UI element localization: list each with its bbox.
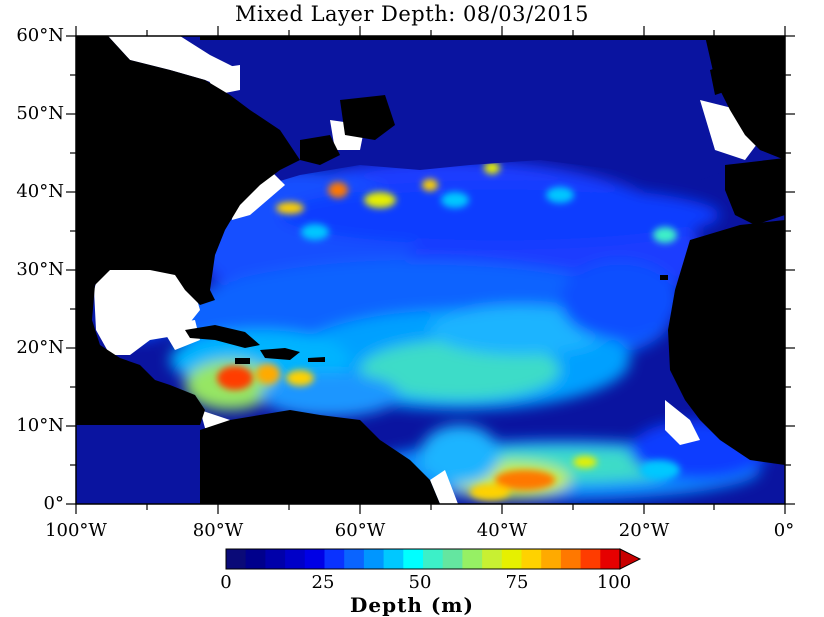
lon-label-0: 0° <box>773 520 795 541</box>
colorbar-cell <box>285 549 306 569</box>
cuba-island <box>185 325 260 348</box>
colorbar-cell <box>304 549 325 569</box>
colorbar-cell <box>442 549 463 569</box>
lon-label-80w: 80°W <box>192 520 244 541</box>
lat-label-0: 0° <box>43 493 64 514</box>
colorbar-cell <box>482 549 503 569</box>
iberia-land <box>725 158 785 225</box>
colorbar-overflow-arrow <box>619 548 642 570</box>
axis-ticks <box>66 26 795 514</box>
colorbar-tick-75: 75 <box>505 572 529 593</box>
canary-islands <box>660 275 668 280</box>
colorbar-cell <box>403 549 424 569</box>
lat-label-10n: 10°N <box>16 415 64 436</box>
colorbar-cell <box>265 549 286 569</box>
newfoundland-land <box>340 95 395 140</box>
colorbar-cell <box>462 549 483 569</box>
lat-label-40n: 40°N <box>16 181 64 202</box>
greenland-land <box>200 36 720 40</box>
hispaniola-island <box>260 348 300 360</box>
lat-label-20n: 20°N <box>16 337 64 358</box>
lat-label-50n: 50°N <box>16 103 64 124</box>
colorbar-cell <box>600 549 621 569</box>
puerto-rico-island <box>308 357 325 362</box>
colorbar-cell <box>521 549 542 569</box>
africa-land <box>668 220 785 465</box>
colorbar-tick-50: 50 <box>408 572 432 593</box>
colorbar-tick-100: 100 <box>596 572 632 593</box>
colorbar-title: Depth (m) <box>350 593 474 617</box>
lon-label-100w: 100°W <box>45 520 107 541</box>
colorbar-tick-0: 0 <box>220 572 232 593</box>
nova-scotia-land <box>300 135 340 165</box>
lat-label-60n: 60°N <box>16 25 64 46</box>
colorbar-tick-25: 25 <box>311 572 335 593</box>
jamaica-island <box>235 358 250 364</box>
south-america-land <box>200 410 440 504</box>
colorbar-cell <box>383 549 404 569</box>
colorbar-cell <box>560 549 582 569</box>
colorbar <box>225 548 621 570</box>
land-masses <box>76 36 785 504</box>
colorbar-cell <box>245 549 266 569</box>
north-america-land <box>76 36 300 425</box>
colorbar-cell <box>226 549 247 569</box>
map-plot-area <box>76 36 785 504</box>
nodata-areas <box>94 36 785 504</box>
map-title: Mixed Layer Depth: 08/03/2015 <box>234 2 590 26</box>
british-isles <box>710 65 730 95</box>
colorbar-cell <box>501 549 522 569</box>
colorbar-cell <box>580 549 601 569</box>
colorbar-cell <box>541 549 562 569</box>
colorbar-cell <box>423 549 444 569</box>
depth-field <box>100 160 770 500</box>
lon-label-60w: 60°W <box>334 520 386 541</box>
colorbar-cell <box>344 549 365 569</box>
lon-label-20w: 20°W <box>618 520 670 541</box>
lon-label-40w: 40°W <box>476 520 528 541</box>
lat-label-30n: 30°N <box>16 259 64 280</box>
colorbar-cell <box>363 549 385 569</box>
colorbar-cell <box>324 549 345 569</box>
